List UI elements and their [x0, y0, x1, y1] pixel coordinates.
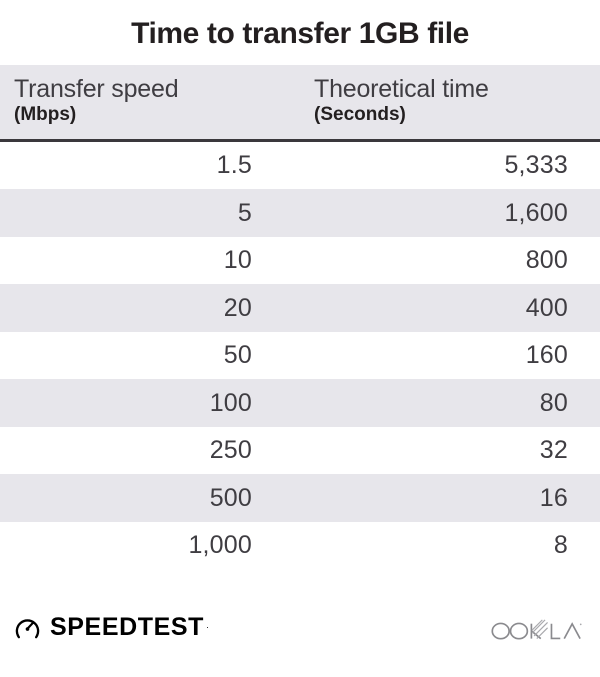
cell-theoretical-time: 8	[553, 531, 568, 559]
cell-transfer-speed: 5	[237, 198, 252, 227]
speedtest-logo: SPEEDTEST ·	[14, 614, 209, 641]
cell-transfer-speed: 1.5	[216, 151, 252, 179]
cell-theoretical-time: 16	[539, 483, 568, 512]
cell-theoretical-time: 400	[525, 293, 568, 322]
cell-transfer-speed: 1,000	[188, 531, 252, 559]
cell-theoretical-time: 1,600	[504, 198, 568, 227]
table-header-theoretical-time: Theoretical time (Seconds)	[300, 75, 600, 127]
cell-theoretical-time: 5,333	[504, 151, 568, 179]
table-header-row: Transfer speed (Mbps) Theoretical time (…	[0, 65, 600, 142]
header-label-unit: (Seconds)	[314, 104, 406, 125]
footer: SPEEDTEST ·	[0, 591, 600, 677]
table-row: 100 80	[0, 379, 600, 427]
header-label-unit: (Mbps)	[14, 104, 77, 125]
table-row: 20 400	[0, 284, 600, 332]
table-header-transfer-speed: Transfer speed (Mbps)	[0, 75, 300, 127]
cell-theoretical-time: 160	[525, 341, 568, 369]
cell-transfer-speed: 10	[223, 246, 252, 274]
header-label-main: Transfer speed	[14, 75, 179, 103]
cell-theoretical-time: 800	[525, 246, 568, 274]
transfer-time-table: Transfer speed (Mbps) Theoretical time (…	[0, 65, 600, 570]
table-row: 1,000 8	[0, 521, 600, 570]
cell-transfer-speed: 100	[209, 388, 252, 417]
table-row: 10 800	[0, 236, 600, 285]
cell-theoretical-time: 32	[539, 436, 568, 464]
table-row: 500 16	[0, 474, 600, 522]
table-row: 250 32	[0, 426, 600, 475]
cell-transfer-speed: 50	[223, 341, 252, 369]
speedometer-icon	[14, 614, 41, 641]
cell-theoretical-time: 80	[539, 388, 568, 417]
speedtest-wordmark: SPEEDTEST	[50, 612, 205, 641]
cell-transfer-speed: 500	[209, 483, 252, 512]
page-title: Time to transfer 1GB file	[131, 17, 469, 50]
table-row: 50 160	[0, 331, 600, 380]
header-label-main: Theoretical time	[314, 75, 489, 103]
table-row: 1.5 5,333	[0, 141, 600, 190]
table-body: 1.5 5,333 5 1,600 10 800 20 400 50 160 1…	[0, 141, 600, 570]
cell-transfer-speed: 20	[223, 293, 252, 322]
table-row: 5 1,600	[0, 189, 600, 237]
ookla-logo	[490, 614, 582, 641]
trademark-icon: ·	[206, 621, 210, 632]
cell-transfer-speed: 250	[209, 436, 252, 464]
